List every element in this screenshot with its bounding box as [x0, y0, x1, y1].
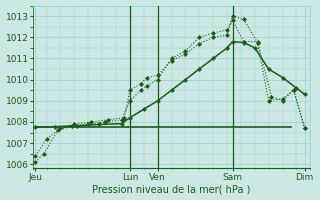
X-axis label: Pression niveau de la mer( hPa ): Pression niveau de la mer( hPa ) [92, 184, 251, 194]
